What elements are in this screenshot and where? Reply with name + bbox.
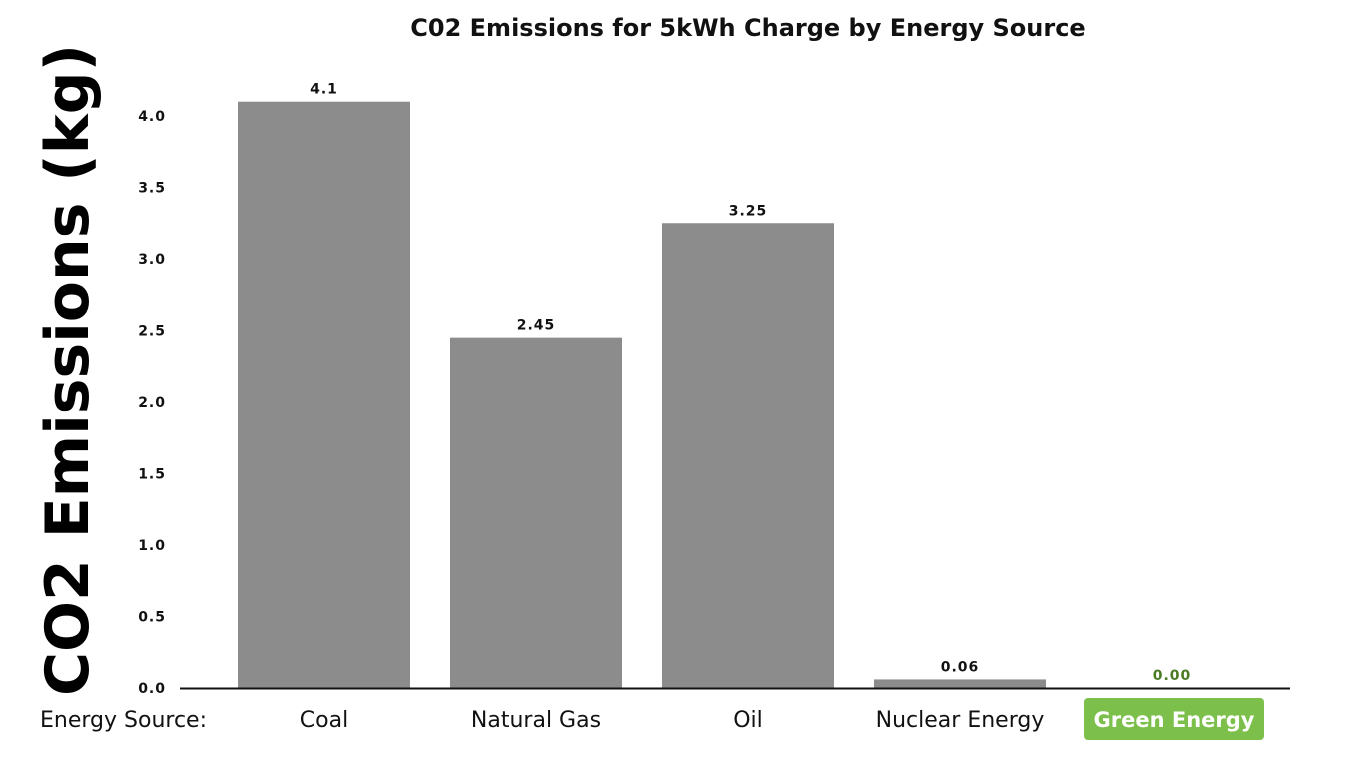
y-tick-label: 1.5 <box>138 467 166 483</box>
y-tick-label: 2.5 <box>138 324 166 340</box>
y-tick-label: 3.0 <box>138 252 166 268</box>
data-labels-group: 4.1 2.45 3.25 0.06 0.00 <box>310 82 1192 684</box>
y-tick-label: 0.0 <box>138 681 166 697</box>
category-labels-group: Coal Natural Gas Oil Nuclear Energy Green En… <box>300 698 1264 740</box>
y-axis-label: CO2 Emissions (kg) <box>33 44 103 696</box>
category-label: Green Energy <box>1094 708 1255 732</box>
bar-coal <box>238 101 410 688</box>
chart-title: C02 Emissions for 5kWh Charge by Energy … <box>410 14 1085 42</box>
category-label: Nuclear Energy <box>876 708 1045 733</box>
bars-group <box>238 101 1046 688</box>
y-tick-label: 3.5 <box>138 181 166 197</box>
data-label: 0.00 <box>1153 668 1192 684</box>
data-label: 2.45 <box>517 318 556 334</box>
data-label: 3.25 <box>729 203 768 219</box>
bar-natural-gas <box>450 337 622 688</box>
bar-oil <box>662 223 834 688</box>
category-label: Oil <box>733 708 763 733</box>
y-tick-label: 4.0 <box>138 109 166 125</box>
category-label: Natural Gas <box>471 708 601 733</box>
x-axis-label: Energy Source: <box>40 708 207 733</box>
highlight-badge <box>1084 698 1264 740</box>
y-tick-label: 2.0 <box>138 395 166 411</box>
data-label: 4.1 <box>310 82 338 98</box>
data-label: 0.06 <box>941 659 980 675</box>
bar-nuclear-energy <box>874 679 1046 688</box>
category-label: Coal <box>300 708 348 733</box>
y-tick-label: 0.5 <box>138 610 166 626</box>
y-tick-label: 1.0 <box>138 538 166 554</box>
y-axis-ticks: 0.0 0.5 1.0 1.5 2.0 2.5 3.0 3.5 4.0 <box>138 109 166 697</box>
